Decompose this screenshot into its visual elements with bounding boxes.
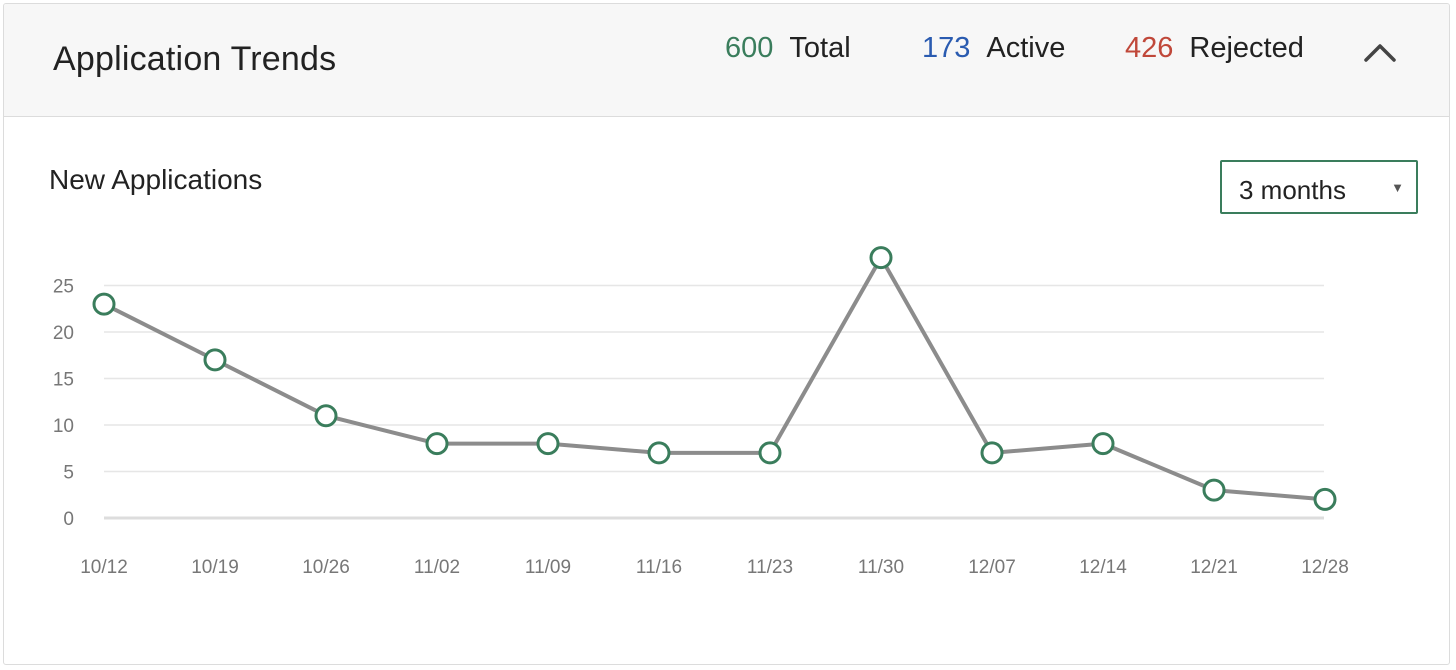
x-tick-label: 11/23 bbox=[747, 557, 793, 578]
data-point bbox=[536, 432, 560, 456]
line-chart: 0 5 10 15 20 25 10/12 10/19 10/26 11/02 11/09 11/16… bbox=[53, 246, 1349, 578]
x-tick-label: 10/12 bbox=[80, 557, 128, 578]
data-point bbox=[92, 292, 116, 316]
stat-total: 600 Total bbox=[725, 32, 851, 65]
stat-active-value: 173 bbox=[922, 32, 971, 64]
range-select-value: 3 months bbox=[1239, 175, 1346, 205]
y-tick-label: 10 bbox=[53, 416, 74, 437]
collapse-button[interactable] bbox=[1360, 34, 1400, 70]
x-tick-label: 12/07 bbox=[968, 557, 1016, 578]
data-point bbox=[203, 348, 227, 372]
y-tick-label: 5 bbox=[63, 463, 74, 484]
y-tick-label: 15 bbox=[53, 370, 74, 391]
caret-down-icon: ▼ bbox=[1391, 180, 1404, 195]
x-tick-label: 10/26 bbox=[302, 557, 350, 578]
x-tick-label: 11/30 bbox=[858, 557, 904, 578]
stat-total-value: 600 bbox=[725, 32, 774, 64]
section-title: New Applications bbox=[49, 164, 263, 195]
stat-total-label: Total bbox=[789, 32, 851, 64]
y-tick-label: 20 bbox=[53, 323, 74, 344]
stat-rejected-label: Rejected bbox=[1189, 32, 1304, 64]
chevron-up-icon bbox=[1364, 44, 1396, 62]
x-tick-label: 11/16 bbox=[636, 557, 682, 578]
stat-active: 173 Active bbox=[922, 32, 1065, 65]
x-tick-label: 12/28 bbox=[1301, 557, 1349, 578]
x-tick-label: 10/19 bbox=[191, 557, 239, 578]
data-point bbox=[758, 441, 782, 465]
application-trends-card: Application Trends 600 Total 173 Active 42… bbox=[3, 3, 1450, 665]
range-select[interactable]: 3 months ▼ bbox=[1220, 160, 1418, 214]
data-point bbox=[1202, 478, 1226, 502]
series-line bbox=[102, 255, 1327, 502]
y-tick-label: 25 bbox=[53, 277, 74, 298]
data-point bbox=[647, 441, 671, 465]
x-tick-label: 12/14 bbox=[1079, 557, 1127, 578]
x-tick-label: 11/09 bbox=[525, 557, 571, 578]
card-header: Application Trends 600 Total 173 Active 42… bbox=[4, 4, 1449, 117]
card-title: Application Trends bbox=[53, 40, 337, 78]
stat-active-label: Active bbox=[986, 32, 1066, 64]
data-point bbox=[1313, 487, 1337, 511]
x-tick-label: 11/02 bbox=[414, 557, 460, 578]
x-tick-label: 12/21 bbox=[1190, 557, 1238, 578]
data-point bbox=[869, 246, 893, 270]
data-point bbox=[980, 441, 1004, 465]
stat-rejected-value: 426 bbox=[1125, 32, 1174, 64]
y-tick-label: 0 bbox=[63, 509, 74, 530]
data-point bbox=[1091, 432, 1115, 456]
stat-rejected: 426 Rejected bbox=[1125, 32, 1304, 65]
data-point bbox=[314, 404, 338, 428]
data-point bbox=[425, 432, 449, 456]
